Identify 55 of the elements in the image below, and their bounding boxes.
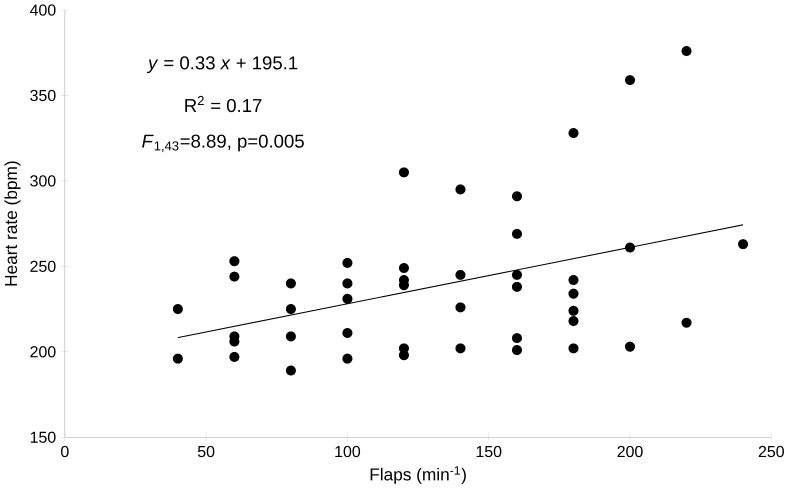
point — [455, 302, 466, 312]
point — [512, 282, 522, 292]
point — [512, 332, 522, 343]
x-axis-title: Flaps (min$^{-1}$) — [370, 466, 466, 484]
x-tick-label: 250 — [758, 446, 784, 457]
y-tick-label: 400 — [30, 4, 56, 16]
y-tick-label: 350 — [30, 90, 56, 101]
point — [512, 191, 522, 202]
point — [286, 331, 296, 342]
point — [512, 270, 522, 280]
point — [568, 343, 579, 354]
x-tick-label: 100 — [335, 446, 360, 457]
x-tick-label: 50 — [198, 446, 214, 457]
point — [455, 270, 466, 280]
point — [229, 352, 240, 362]
point — [624, 242, 636, 252]
point — [172, 353, 183, 364]
y-tick-label: 250 — [30, 260, 56, 272]
point — [624, 341, 636, 352]
point — [568, 306, 579, 316]
point — [286, 365, 296, 376]
point — [398, 167, 409, 178]
y-axis-title: Heart rate (bpm) — [4, 161, 20, 286]
point — [455, 343, 466, 354]
point — [568, 288, 579, 299]
point — [512, 228, 522, 239]
y-tick-label: 200 — [30, 346, 56, 358]
point — [624, 74, 636, 85]
x-tick-label: 150 — [476, 446, 502, 457]
point — [681, 318, 692, 328]
point — [568, 316, 579, 326]
point — [342, 328, 352, 338]
point — [512, 344, 522, 355]
x-tick-label: 200 — [618, 446, 643, 457]
point — [398, 262, 409, 273]
annotation: R$^{2}$ = 0.17 — [185, 96, 262, 112]
point — [568, 274, 579, 285]
annotation: y = 0.33 x + 195.1 — [146, 56, 298, 73]
point — [229, 256, 240, 266]
x-tick-label: 0 — [61, 446, 69, 457]
y-tick-label: 300 — [30, 175, 56, 186]
annotation: F$_{1,43}$=8.89, p=0.005 — [142, 134, 304, 152]
point — [229, 271, 240, 282]
point — [172, 304, 183, 314]
point — [342, 353, 352, 364]
y-tick-label: 150 — [30, 431, 56, 443]
point — [342, 294, 352, 304]
point — [738, 238, 748, 250]
point — [455, 184, 466, 194]
point — [342, 278, 352, 288]
point — [568, 128, 579, 138]
point — [342, 258, 352, 268]
point — [286, 278, 296, 288]
point — [286, 304, 296, 314]
point — [681, 46, 692, 56]
